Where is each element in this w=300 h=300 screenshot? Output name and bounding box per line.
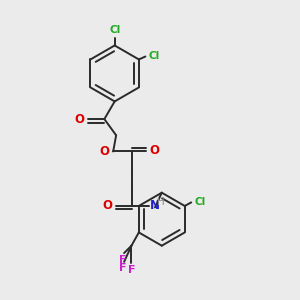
Text: Cl: Cl bbox=[194, 196, 206, 206]
Text: O: O bbox=[75, 112, 85, 126]
Text: O: O bbox=[149, 143, 159, 157]
Text: H: H bbox=[157, 196, 164, 206]
Text: O: O bbox=[103, 200, 112, 212]
Text: Cl: Cl bbox=[109, 25, 120, 35]
Text: O: O bbox=[100, 145, 110, 158]
Text: Cl: Cl bbox=[148, 51, 160, 61]
Text: F: F bbox=[128, 265, 135, 275]
Text: F: F bbox=[119, 263, 126, 273]
Text: F: F bbox=[119, 254, 126, 265]
Text: N: N bbox=[150, 200, 160, 212]
